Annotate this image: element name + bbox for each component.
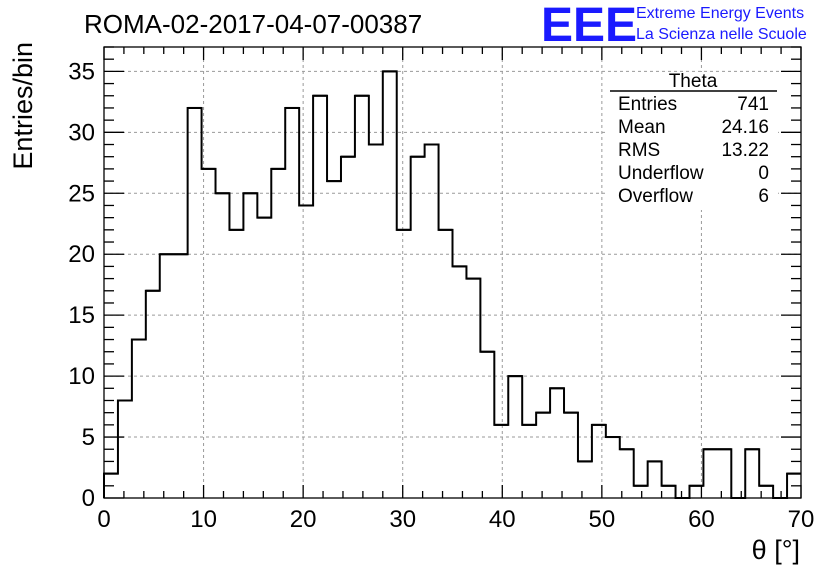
x-tick-label: 10 [190, 506, 217, 533]
y-tick-label: 30 [68, 119, 95, 146]
stats-row-label: Mean [618, 117, 666, 138]
histogram-outline [103, 70, 801, 499]
x-tick-label: 40 [489, 506, 516, 533]
plot-frame [103, 46, 802, 499]
x-tick-label: 70 [788, 506, 815, 533]
stats-box: Theta Entries 741 Mean 24.16 RMS 13.22 Underfl… [608, 71, 778, 210]
stats-box-background [608, 72, 778, 210]
y-tick-label: 15 [68, 302, 95, 329]
logo-line-2: La Scienza nelle Scuole [636, 26, 807, 43]
x-tick-label: 50 [589, 506, 616, 533]
stats-rows: Entries 741 Mean 24.16 RMS 13.22 Underflow 0 Ove… [618, 94, 769, 207]
logo: EEE Extreme Energy Events La Scienza nel… [541, 0, 807, 52]
logo-mark: EEE [541, 0, 637, 52]
x-axis-title: θ [°] [752, 535, 800, 565]
x-tick-label: 30 [389, 506, 416, 533]
chart-title: ROMA-02-2017-04-07-00387 [84, 9, 422, 39]
stats-row-label: RMS [618, 140, 660, 161]
x-tick-label: 20 [290, 506, 317, 533]
x-tick-label: 60 [688, 506, 715, 533]
y-axis-title: Entries/bin [8, 42, 38, 170]
stats-row-label: Entries [618, 94, 677, 115]
stats-row-value: 6 [758, 186, 769, 207]
stats-row-label: Underflow [618, 163, 704, 184]
stats-row-value: 24.16 [721, 117, 769, 138]
y-tick-label: 0 [82, 485, 95, 512]
y-tick-label: 35 [68, 58, 95, 85]
y-tick-label: 20 [68, 241, 95, 268]
y-tick-label: 25 [68, 180, 95, 207]
y-tick-label: 5 [82, 424, 95, 451]
x-tick-label: 0 [97, 506, 110, 533]
axis-ticks [103, 46, 802, 499]
stats-row-value: 0 [758, 163, 769, 184]
stats-title: Theta [669, 71, 718, 92]
logo-line-1: Extreme Energy Events [636, 5, 804, 22]
stats-row-value: 741 [737, 94, 769, 115]
stats-row-label: Overflow [618, 186, 693, 207]
stats-row-value: 13.22 [721, 140, 769, 161]
y-tick-label: 10 [68, 363, 95, 390]
